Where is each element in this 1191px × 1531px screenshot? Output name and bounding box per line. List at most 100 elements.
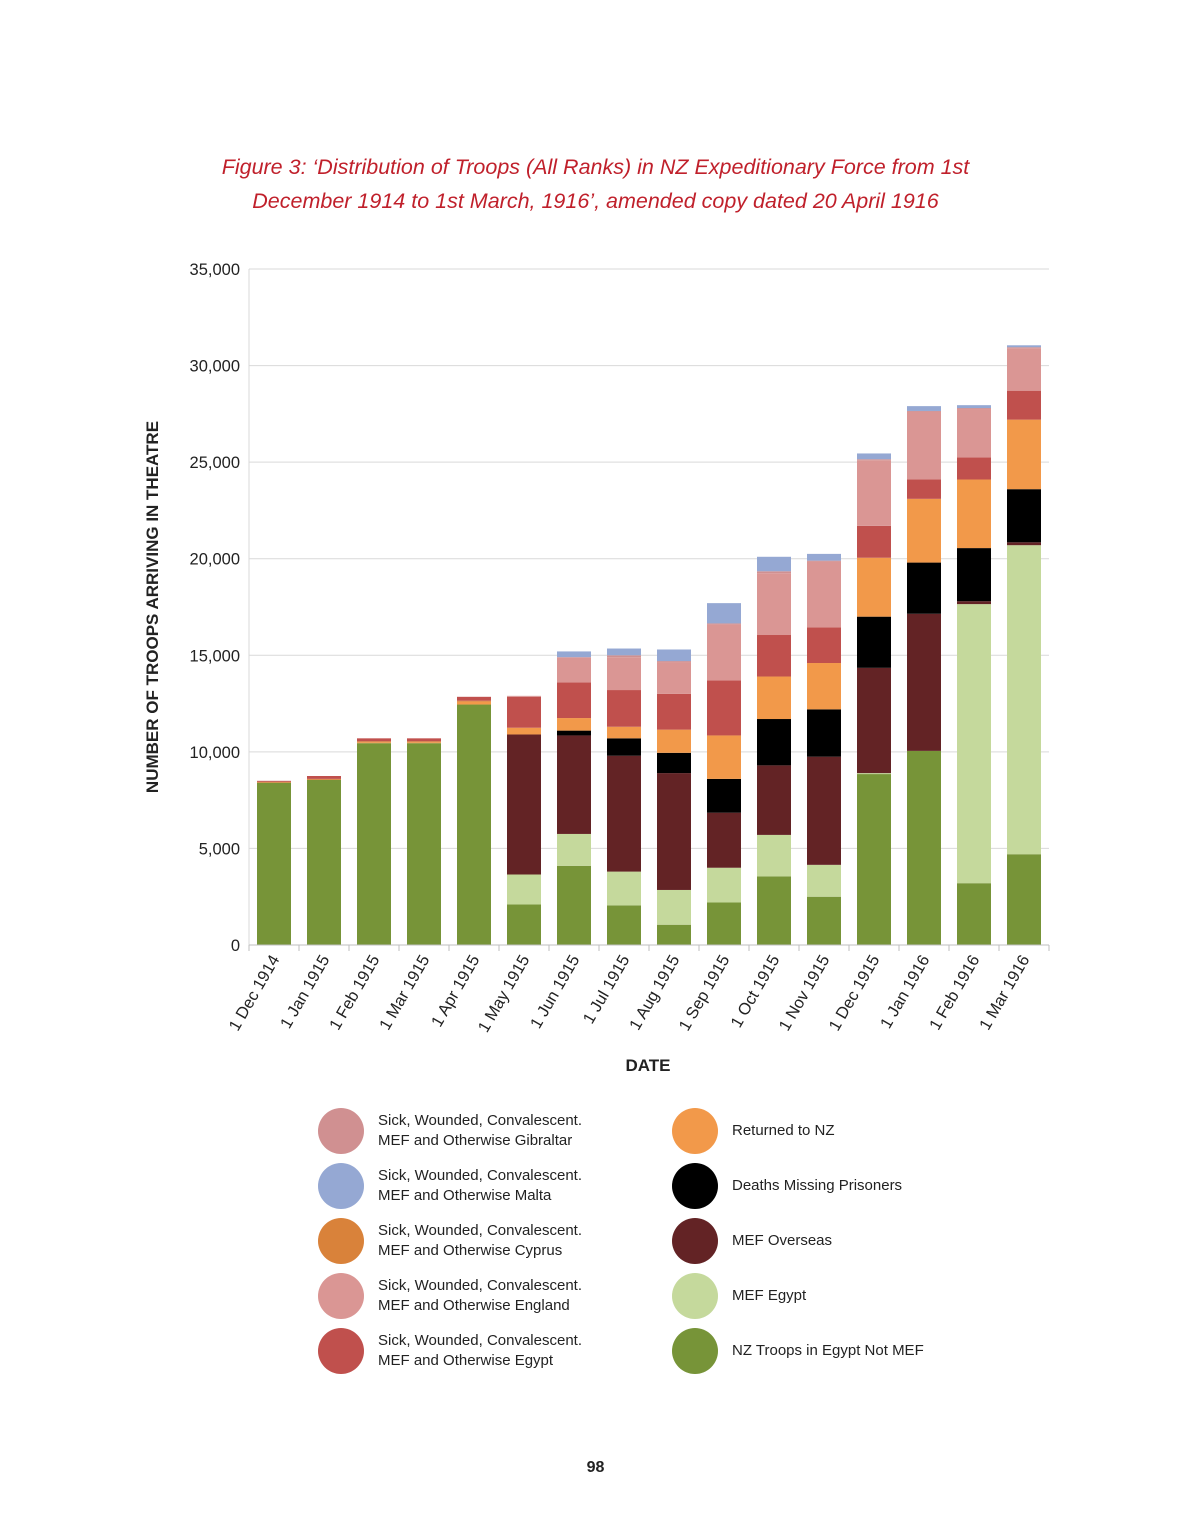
bar-segment xyxy=(807,553,841,561)
bar-segment xyxy=(607,871,641,906)
bar-segment xyxy=(757,635,791,677)
bar-segment xyxy=(657,924,691,945)
bar-segment xyxy=(957,479,991,549)
bar-segment xyxy=(807,663,841,710)
bar-segment xyxy=(557,735,591,834)
y-tick-label: 25,000 xyxy=(190,454,240,472)
x-tick-label: 1 Oct 1915 xyxy=(728,952,784,1031)
bar-segment xyxy=(257,781,291,783)
bar-segment xyxy=(657,693,691,730)
legend-label: Sick, Wounded, Convalescent. MEF and Oth… xyxy=(378,1222,583,1259)
bar-segment xyxy=(657,729,691,753)
bar-segment xyxy=(457,696,491,701)
x-tick-label: 1 Feb 1916 xyxy=(926,952,983,1033)
page-number: 98 xyxy=(586,1459,605,1476)
legend-item: Sick, Wounded, Convalescent. MEF and Oth… xyxy=(318,1163,648,1209)
legend-swatch-circle-icon xyxy=(318,1108,364,1154)
bar-segment xyxy=(557,682,591,719)
bar-segment xyxy=(657,773,691,890)
bar-segment xyxy=(557,718,591,731)
legend-item: MEF Overseas xyxy=(672,1218,1002,1264)
bar-segment xyxy=(807,756,841,865)
bar-segment xyxy=(807,896,841,945)
legend-label: MEF Egypt xyxy=(732,1287,807,1304)
bar-segment xyxy=(707,603,741,624)
bar-segment xyxy=(857,774,891,945)
bar-segment xyxy=(607,905,641,945)
bar-segment xyxy=(707,902,741,945)
bar-segment xyxy=(707,680,741,736)
x-tick-label: 1 Apr 1915 xyxy=(428,952,484,1030)
bar-segment xyxy=(757,571,791,574)
x-tick-label: 1 Jul 1915 xyxy=(580,952,634,1027)
bar-segment xyxy=(1007,854,1041,945)
bar-segment xyxy=(457,704,491,945)
bar-segment xyxy=(257,780,291,782)
legend-label: MEF Overseas xyxy=(732,1232,833,1249)
legend-swatch-circle-icon xyxy=(672,1108,718,1154)
bar-segment xyxy=(807,560,841,562)
bar-segment xyxy=(607,655,641,658)
bar-segment xyxy=(357,743,391,945)
bar-segment xyxy=(857,525,891,558)
legend-swatch-circle-icon xyxy=(318,1273,364,1319)
bar-segment xyxy=(657,661,691,663)
bar-segment xyxy=(557,730,591,736)
legend-swatch-circle-icon xyxy=(318,1328,364,1374)
bar-segment xyxy=(957,883,991,945)
bar-segment xyxy=(507,734,541,875)
y-tick-label: 10,000 xyxy=(190,744,240,762)
legend-column-right: Returned to NZ Deaths Missing Prisoners ME… xyxy=(672,1108,1002,1383)
bar-segment xyxy=(707,624,741,681)
legend-label: NZ Troops in Egypt Not MEF xyxy=(732,1342,924,1359)
bar-segment xyxy=(857,667,891,774)
bar-segment xyxy=(857,453,891,460)
bar-segment xyxy=(907,410,941,412)
bar-segment xyxy=(457,701,491,705)
bar-segment xyxy=(707,623,741,625)
bar-segment xyxy=(807,561,841,628)
bar-segment xyxy=(857,460,891,526)
bar-segment xyxy=(857,616,891,668)
legend-swatch-circle-icon xyxy=(672,1273,718,1319)
bar-segment xyxy=(607,738,641,756)
bar-segment xyxy=(907,411,941,480)
y-tick-label: 20,000 xyxy=(190,551,240,569)
bar-segment xyxy=(957,409,991,458)
bar-segment xyxy=(257,782,291,945)
bar-segment xyxy=(757,556,791,572)
y-tick-label: 0 xyxy=(231,937,240,955)
legend-label: Sick, Wounded, Convalescent. MEF and Oth… xyxy=(378,1112,583,1149)
x-tick-label: 1 Feb 1915 xyxy=(326,952,383,1033)
bar-segment xyxy=(1007,345,1041,348)
y-tick-label: 15,000 xyxy=(190,647,240,665)
bar-segment xyxy=(457,700,491,702)
bar-segment xyxy=(807,627,841,664)
bar-segment xyxy=(957,457,991,480)
legend-label: Returned to NZ xyxy=(732,1122,835,1139)
x-tick-label: 1 Sep 1915 xyxy=(676,952,734,1034)
legend-item: Sick, Wounded, Convalescent. MEF and Oth… xyxy=(318,1328,648,1374)
bar-segment xyxy=(557,651,591,658)
stacked-bar-chart: 0 5,000 10,000 15,000 20,000 25,000 30,000 35,0… xyxy=(143,261,1050,1075)
x-tick-label: 1 Nov 1915 xyxy=(776,952,834,1034)
x-tick-label: 1 May 1915 xyxy=(475,952,534,1036)
bar-segment xyxy=(707,735,741,779)
legend-swatch-circle-icon xyxy=(672,1163,718,1209)
bar-segment xyxy=(957,548,991,602)
legend-item: NZ Troops in Egypt Not MEF xyxy=(672,1328,1002,1374)
bar-segment xyxy=(357,742,391,744)
bar-segment xyxy=(707,812,741,868)
bar-segment xyxy=(557,865,591,945)
x-tick-label: 1 Dec 1914 xyxy=(226,952,284,1034)
bar-segment xyxy=(957,408,991,410)
bar-segment xyxy=(657,889,691,925)
y-tick-label: 5,000 xyxy=(199,840,240,858)
bar-segment xyxy=(807,864,841,897)
legend-label: Sick, Wounded, Convalescent. MEF and Oth… xyxy=(378,1332,583,1369)
bar-segment xyxy=(1007,545,1041,855)
bar-segment xyxy=(307,776,341,779)
bar-segment xyxy=(857,773,891,775)
bar-segment xyxy=(807,709,841,757)
figure-title-line-2: December 1914 to 1st March, 1916’, amend… xyxy=(252,189,939,213)
